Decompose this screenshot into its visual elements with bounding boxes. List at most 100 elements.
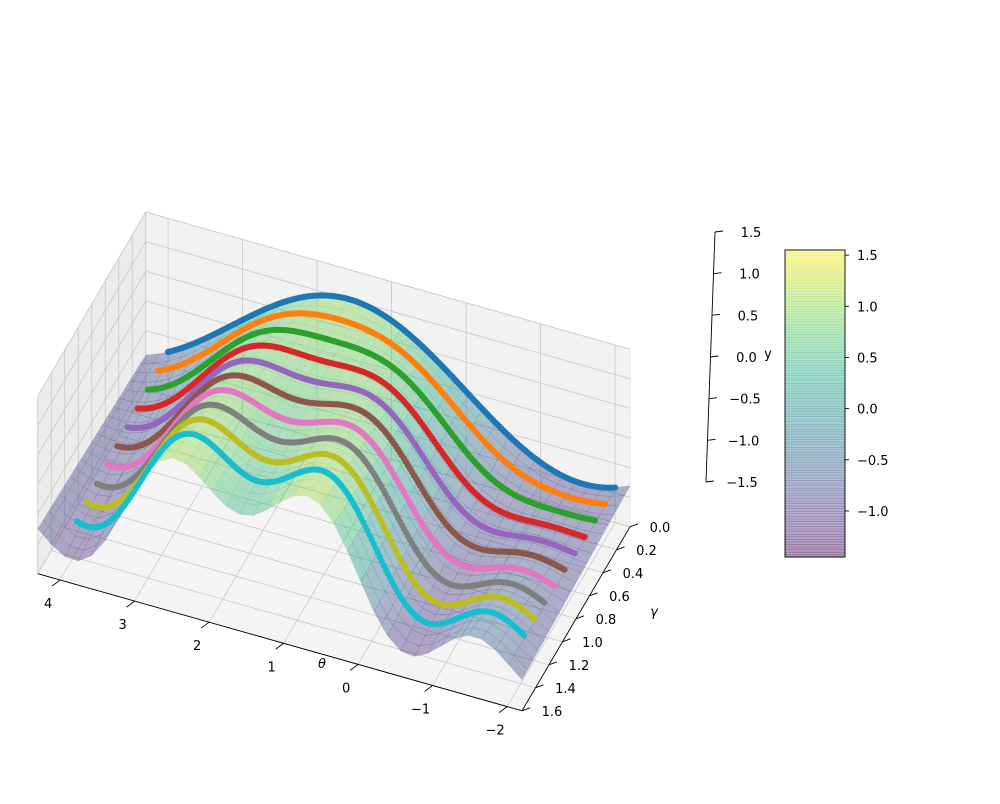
surface-patch [298, 478, 319, 489]
colorbar: 1.5 1.0 0.5 0.0 −0.5 −1.0 [784, 249, 889, 558]
x-tick-label: 2 [193, 639, 201, 654]
x-axis-label: θ [318, 657, 326, 672]
grid-line [145, 359, 631, 498]
colorbar-segment [785, 342, 845, 346]
y-axis-label: γ [650, 605, 659, 620]
surface-patch [379, 412, 399, 438]
y-tick-mark [589, 592, 598, 597]
colorbar-segment [785, 270, 845, 274]
y-tick-mark [562, 638, 571, 643]
colorbar-segment [785, 334, 845, 338]
colorbar-segment [785, 526, 845, 530]
grid-line [37, 330, 147, 515]
colorbar-segment [785, 457, 845, 461]
colorbar-segment [785, 377, 845, 382]
colorbar-segment [785, 293, 845, 297]
z-tick-label: 1.5 [741, 226, 762, 241]
surface-patch [578, 540, 598, 554]
grid-line [37, 241, 147, 426]
colorbar-segment [785, 283, 845, 287]
colorbar-segment [785, 262, 845, 266]
surface-patch [457, 486, 477, 512]
z-tick-label: −1.0 [728, 434, 760, 449]
colorbar-segment [785, 513, 845, 517]
z-tick-label: 0.0 [736, 351, 757, 366]
surface-patch [486, 623, 507, 642]
colorbar-segment [785, 372, 845, 376]
colorbar-segment [785, 470, 845, 474]
curve-point [84, 499, 91, 506]
grid-line [145, 241, 631, 380]
surface-patch [336, 369, 356, 383]
x-tick-label: 0 [342, 681, 350, 696]
surface-patch [430, 449, 450, 481]
colorbar-segment [785, 459, 845, 463]
colorbar-segment [785, 449, 845, 453]
surface-patch [405, 629, 426, 647]
colorbar-segment [785, 360, 845, 364]
surface-patch [64, 476, 84, 497]
surface-patch [271, 483, 292, 501]
surface-patch [257, 489, 278, 506]
colorbar-segment [785, 280, 845, 284]
curve-gamma-0.15 [154, 310, 609, 508]
colorbar-segment [785, 516, 845, 520]
surface-patch [85, 441, 106, 459]
surface-patch [104, 509, 125, 541]
surface-patch [139, 353, 160, 365]
surface-patch [403, 412, 424, 440]
y-tick-label: 1.2 [569, 659, 590, 674]
surface-patch [379, 590, 399, 626]
surface-patch [158, 449, 179, 462]
surface-patch [80, 450, 101, 469]
z-tick-mark [714, 230, 724, 233]
surface-patch [572, 549, 593, 564]
colorbar-segment [785, 467, 845, 471]
colorbar-segment [785, 413, 845, 417]
surface-patch [484, 510, 504, 528]
surface-patch [292, 487, 313, 497]
surface-patch [121, 410, 141, 424]
curve-gamma-1.05 [94, 401, 548, 606]
surface-patch [338, 507, 359, 543]
surface-patch [446, 621, 467, 638]
colorbar-segment [785, 523, 845, 527]
colorbar-segment [785, 275, 845, 279]
x-tick-mark [349, 664, 359, 671]
curve-gamma-0.75 [114, 372, 568, 573]
colorbar-frame [784, 249, 846, 558]
surface-patch [527, 542, 547, 555]
surface-patch [390, 397, 410, 422]
x-tick-mark [424, 685, 433, 692]
surface-patch [427, 636, 448, 654]
colorbar-segment [785, 441, 845, 446]
surface-patch [500, 539, 520, 550]
colorbar-segment [785, 349, 845, 353]
curve-point [104, 461, 111, 469]
grid-line [37, 389, 147, 574]
surface-patch [110, 429, 130, 444]
surface-patch [346, 541, 367, 582]
z-tick-mark [713, 272, 722, 275]
colorbar-segment [785, 454, 845, 458]
grid-line [105, 458, 590, 597]
surface-patch [419, 468, 440, 501]
colorbar-segment [785, 429, 845, 433]
colorbar-segment [785, 390, 845, 394]
colorbar-segment [785, 301, 845, 305]
colorbar-segment [785, 554, 845, 558]
colorbar-segment [785, 508, 845, 512]
surface-patch [298, 384, 319, 400]
surface-patch [319, 496, 340, 524]
surface-patch [325, 488, 345, 516]
colorbar-segment [785, 303, 845, 307]
colorbar-segment [785, 485, 845, 489]
colorbar-segment [785, 482, 845, 486]
surface-patch [459, 619, 480, 631]
surface-patch [171, 449, 192, 465]
colorbar-segment [785, 316, 845, 320]
colorbar-segment [785, 375, 845, 379]
colorbar-segment [785, 354, 845, 359]
surface-patch [198, 467, 219, 493]
grid-line [64, 527, 550, 666]
